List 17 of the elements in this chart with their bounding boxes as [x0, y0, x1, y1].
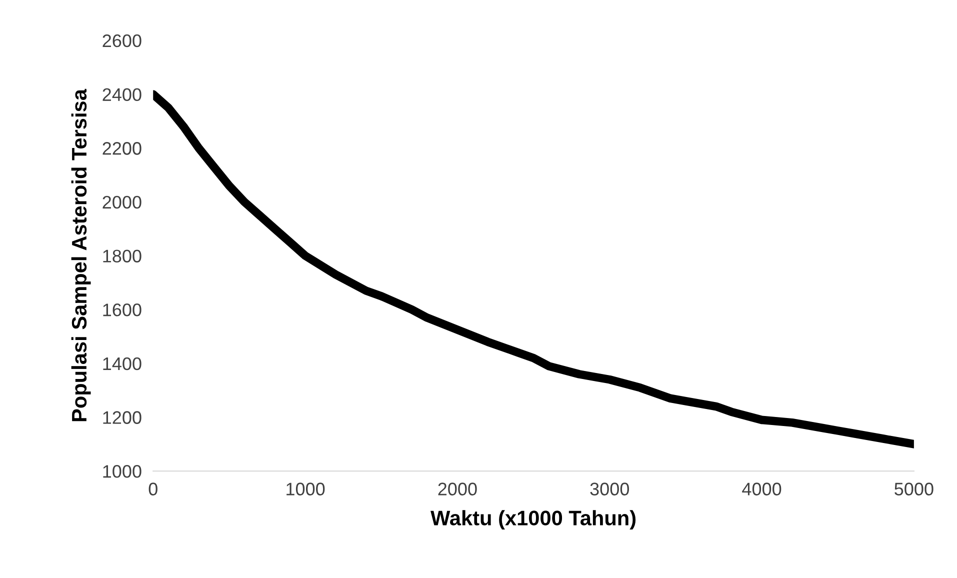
x-tick-label: 0	[148, 482, 158, 496]
y-tick-label: 1400	[103, 357, 142, 370]
y-tick-label: 1800	[103, 250, 142, 262]
y-axis-title: Populasi Sampel Asteroid Tersisa	[71, 88, 91, 422]
x-tick-label: 2000	[438, 482, 477, 496]
x-tick-label: 4000	[742, 482, 782, 496]
x-axis-title: Waktu (x1000 Tahun)	[430, 510, 636, 530]
y-tick-label: 2600	[102, 34, 142, 48]
x-tick-label: 5000	[894, 482, 934, 496]
y-tick-label: 1200	[103, 411, 142, 424]
y-tick-label: 1600	[103, 304, 142, 316]
y-tick-label: 2400	[102, 88, 142, 102]
y-tick-label: 1000	[103, 465, 142, 478]
x-tick-label: 3000	[590, 482, 629, 496]
y-tick-label: 2000	[102, 196, 142, 209]
x-tick-label: 1000	[286, 482, 325, 496]
y-tick-label: 2200	[102, 142, 142, 155]
